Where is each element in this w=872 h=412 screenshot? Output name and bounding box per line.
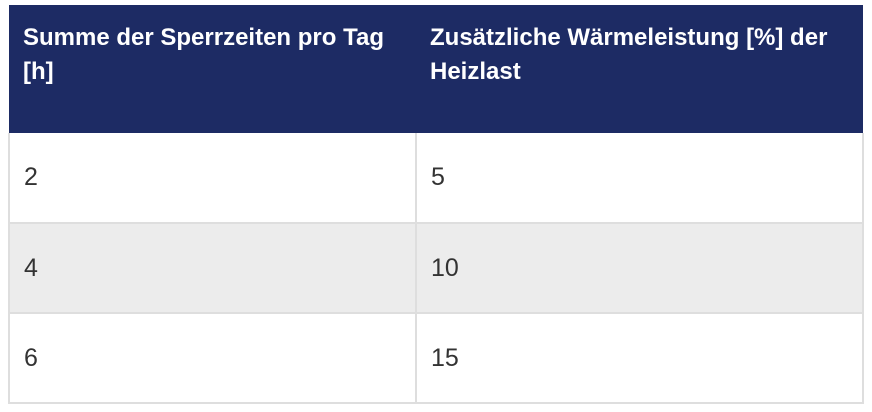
- cell-waermeleistung: 15: [415, 312, 864, 404]
- table-row: 4 10: [8, 222, 864, 314]
- cell-waermeleistung: 5: [415, 133, 864, 224]
- cell-waermeleistung: 10: [415, 222, 864, 314]
- table-row: 6 15: [8, 312, 864, 404]
- table-header-row: Summe der Sperrzeiten pro Tag [h] Zusätz…: [9, 5, 863, 133]
- cell-sperrzeiten: 2: [8, 133, 417, 224]
- column-header-waermeleistung: Zusätzliche Wärmeleistung [%] der Heizla…: [416, 5, 863, 133]
- cell-sperrzeiten: 4: [8, 222, 417, 314]
- cell-sperrzeiten: 6: [8, 312, 417, 404]
- table-row: 2 5: [8, 133, 864, 224]
- sperrzeiten-table: Summe der Sperrzeiten pro Tag [h] Zusätz…: [8, 5, 864, 404]
- column-header-sperrzeiten: Summe der Sperrzeiten pro Tag [h]: [9, 5, 416, 133]
